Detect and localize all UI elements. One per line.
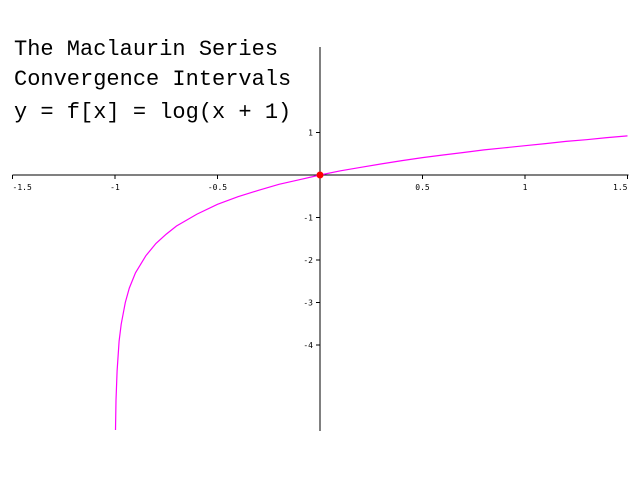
x-tick-label: -1.5 xyxy=(13,183,32,192)
y-tick-label: 1 xyxy=(308,129,313,138)
x-tick-label: 1 xyxy=(523,183,528,192)
x-tick-label: -1 xyxy=(110,183,120,192)
y-tick-label: -3 xyxy=(303,299,313,308)
tick-labels: -1.5 -1 -0.5 0.5 1 1.5 1 -1 -2 -3 -4 xyxy=(13,129,628,351)
x-tick-label: -0.5 xyxy=(208,183,227,192)
series-line-log xyxy=(114,135,628,431)
origin-point xyxy=(316,171,324,179)
tick-marks xyxy=(12,132,628,346)
title-line-1: The Maclaurin Series xyxy=(14,37,278,62)
x-tick-label: 0.5 xyxy=(415,183,430,192)
chart-title: The Maclaurin Series Convergence Interva… xyxy=(14,37,291,125)
series-layer xyxy=(114,135,628,431)
title-line-3: y = f[x] = log(x + 1) xyxy=(14,100,291,125)
y-tick-label: -2 xyxy=(303,256,313,265)
points-layer xyxy=(316,171,324,179)
x-tick-label: 1.5 xyxy=(613,183,628,192)
y-tick-label: -1 xyxy=(303,214,313,223)
title-line-2: Convergence Intervals xyxy=(14,67,291,92)
y-tick-label: -4 xyxy=(303,341,313,350)
